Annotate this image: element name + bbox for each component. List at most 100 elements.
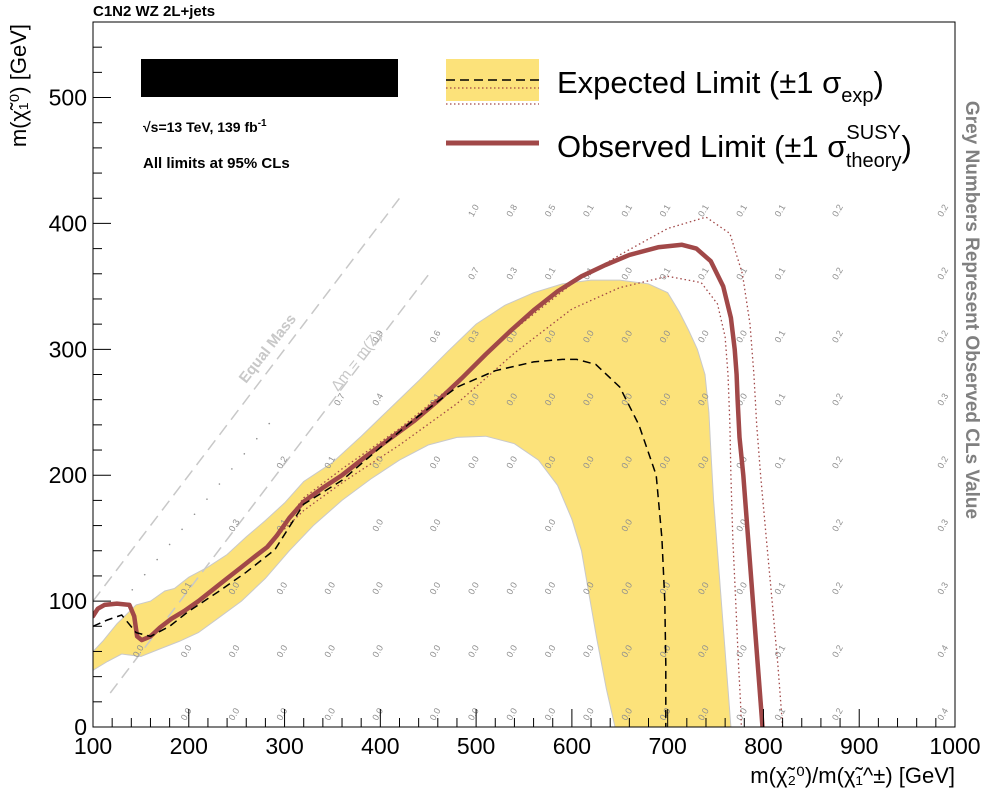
- cls-value: 0.0: [504, 643, 519, 659]
- cls-value: 0.0: [428, 706, 443, 722]
- cls-value: 0.0: [179, 706, 194, 722]
- cls-value: 0.0: [274, 706, 289, 722]
- grid-dot: [206, 498, 208, 500]
- x-tick-label: 700: [648, 733, 686, 759]
- cls-value: 0.1: [543, 266, 558, 282]
- y-tick-label: 300: [49, 336, 87, 362]
- cls-value: 1.0: [466, 203, 481, 219]
- cls-value: 0.1: [734, 266, 749, 282]
- side-annotation: Grey Numbers Represent Observed CLs Valu…: [961, 101, 982, 519]
- grid-dot: [218, 483, 221, 485]
- cls-value: 0.2: [830, 706, 845, 722]
- cls-value: 0.0: [543, 706, 558, 722]
- cls-value: 0.1: [773, 391, 788, 407]
- grid-dot: [193, 513, 196, 516]
- cls-value: 0.0: [428, 643, 443, 659]
- grid-dot: [181, 528, 183, 531]
- cls-value: 0.1: [773, 454, 788, 470]
- grid-dot: [255, 437, 258, 440]
- delta-m-label: Δm = m(Z): [328, 328, 385, 395]
- cls-value: 0.0: [581, 643, 596, 659]
- cls-value: 0.7: [466, 266, 481, 282]
- cls-value: 0.0: [504, 454, 519, 470]
- cls-value: 0.0: [370, 517, 385, 533]
- cls-value: 0.0: [227, 643, 242, 659]
- cls-value: 0.0: [734, 580, 749, 596]
- cls-value: 0.0: [370, 706, 385, 722]
- cls-value: 0.2: [935, 266, 950, 282]
- cls-value: 0.0: [543, 643, 558, 659]
- cls-value: 0.0: [504, 706, 519, 722]
- cls-value: 0.4: [370, 391, 385, 407]
- cls-value: 0.1: [658, 266, 673, 282]
- cls-value: 0.0: [179, 643, 194, 659]
- cls-value: 0.0: [466, 643, 481, 659]
- x-tick-label: 800: [744, 733, 782, 759]
- cls-value: 0.2: [830, 329, 845, 345]
- cls-value: 0.0: [543, 517, 558, 533]
- cls-value: 0.1: [619, 203, 634, 219]
- cls-value: 0.2: [830, 455, 845, 471]
- x-tick-label: 400: [361, 733, 399, 759]
- cls-value: 0.0: [581, 706, 596, 722]
- y-tick-label: 500: [49, 85, 87, 111]
- cls-value: 0.1: [734, 203, 749, 219]
- x-tick-label: 200: [170, 733, 208, 759]
- cls-value: 0.0: [543, 580, 558, 596]
- legend-expected-label: Expected Limit (±1 σexp): [557, 65, 884, 107]
- cls-value: 0.2: [935, 329, 950, 345]
- grid-dot: [168, 543, 171, 546]
- cls-value: 0.0: [275, 643, 290, 659]
- cls-value: 0.0: [466, 454, 481, 470]
- cls-value: 0.2: [830, 643, 845, 659]
- y-tick-label: 100: [49, 588, 87, 614]
- equal-mass-label: Equal Mass: [236, 311, 300, 387]
- cls-value: 0.5: [543, 203, 558, 219]
- energy-label: √s=13 TeV, 139 fb-1: [143, 118, 267, 135]
- cls-value: 0.8: [504, 203, 519, 219]
- cls-value: 0.0: [428, 517, 443, 533]
- cls-value: 0.0: [696, 329, 711, 345]
- grid-dot: [231, 468, 233, 470]
- x-tick-label: 1000: [929, 733, 980, 759]
- cls-value: 0.0: [504, 580, 519, 596]
- cls-value: 0.1: [773, 266, 788, 282]
- cls-value: 0.3: [935, 517, 950, 533]
- grid-dot: [131, 588, 134, 591]
- cls-value: 0.6: [428, 329, 443, 345]
- cls-value: 0.0: [370, 643, 385, 659]
- cls-value: 0.1: [773, 329, 788, 345]
- legend-observed-label: Observed Limit (±1 σSUSY theory): [557, 122, 912, 172]
- limit-curves: [93, 216, 784, 727]
- x-tick-label: 500: [457, 733, 495, 759]
- cls-value: 0.0: [322, 643, 337, 659]
- curve-expected-limit: [93, 358, 667, 727]
- curve-observed-limit: [93, 242, 765, 727]
- curve-observed-1-theory: [274, 216, 784, 727]
- cl-label: All limits at 95% CLs: [143, 155, 290, 172]
- cls-value: 0.0: [619, 266, 634, 282]
- cls-value: 0.0: [734, 329, 749, 345]
- cls-value: 0.1: [696, 266, 711, 282]
- grid-dot: [143, 573, 146, 576]
- x-tick-label: 300: [265, 733, 303, 759]
- y-tick-label: 200: [49, 462, 87, 488]
- y-tick-label: 0: [74, 714, 87, 740]
- cls-value: 0.0: [466, 580, 481, 596]
- y-axis-title: m(χ̃₁⁰) [GeV]: [6, 24, 31, 147]
- cls-value: 0.0: [227, 706, 242, 722]
- cls-value: 0.2: [830, 203, 845, 219]
- grid-dot: [268, 422, 271, 425]
- cls-value: 0.0: [734, 643, 749, 659]
- axes: 100 200 300 400 500 600 700 800 900 1000010020030…: [6, 24, 981, 788]
- plot-area: 1.0 0.8 0.5 0.1 0.1 0.1 0.1 0.1 0.1 0.2 0.2 0.7 0.3 0…: [93, 197, 950, 727]
- cls-value: 0.3: [227, 517, 242, 533]
- cls-value: 0.4: [935, 706, 950, 722]
- cls-value: 0.0: [370, 580, 385, 596]
- expected-band: [93, 279, 732, 727]
- cls-value: 0.1: [773, 580, 788, 596]
- cls-value: 0.0: [322, 580, 337, 596]
- cls-value: 0.1: [773, 643, 788, 659]
- cls-value: 0.2: [830, 517, 845, 533]
- cls-value: 0.0: [466, 706, 481, 722]
